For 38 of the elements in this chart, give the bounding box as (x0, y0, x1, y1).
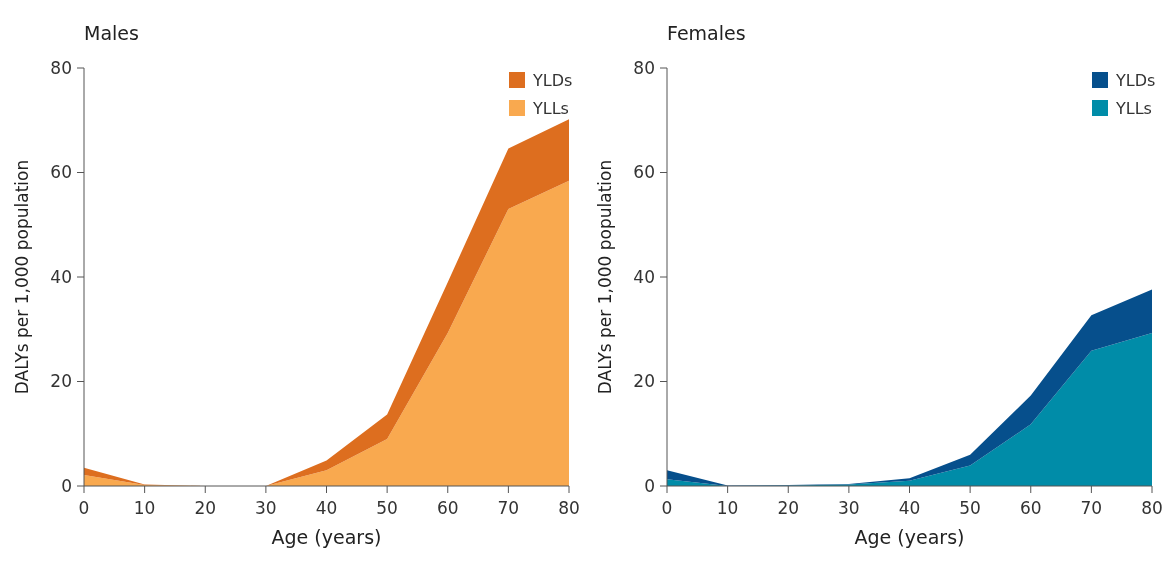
y-tick-label: 20 (633, 371, 655, 392)
x-tick-label: 0 (661, 498, 673, 518)
x-tick-label: 10 (716, 498, 739, 518)
x-tick-label: 40 (898, 498, 921, 518)
y-axis-title: DALYs per 1,000 population (12, 159, 32, 395)
x-tick-label: 20 (777, 498, 800, 518)
y-tick-label: 40 (50, 266, 72, 287)
x-tick-label: 20 (194, 498, 217, 518)
y-tick-label: 80 (50, 57, 72, 78)
y-tick-label: 40 (633, 266, 655, 287)
x-tick-label: 70 (1080, 498, 1103, 518)
x-tick-label: 50 (959, 498, 981, 518)
y-tick-label: 60 (50, 162, 72, 183)
x-tick-label: 30 (838, 498, 860, 518)
x-tick-label: 10 (133, 498, 156, 518)
x-tick-label: 40 (315, 498, 338, 518)
x-tick-label: 70 (497, 498, 520, 518)
x-axis-title: Age (years) (271, 526, 382, 548)
x-tick-label: 50 (376, 498, 398, 518)
y-axis-title: DALYs per 1,000 population (595, 159, 615, 395)
x-tick-label: 0 (78, 498, 90, 518)
x-axis-title: Age (years) (854, 526, 965, 548)
y-tick-label: 20 (50, 371, 72, 392)
legend-label: YLDs (1115, 70, 1156, 90)
legend-label: YLDs (532, 70, 573, 90)
x-tick-label: 60 (1019, 498, 1042, 518)
chart-title: Males (84, 22, 139, 44)
y-tick-label: 60 (633, 162, 655, 183)
y-tick-label: 0 (644, 475, 655, 496)
x-tick-label: 30 (255, 498, 277, 518)
legend-label: YLLs (532, 98, 569, 118)
chart-title: Females (667, 22, 746, 44)
legend-label: YLLs (1115, 98, 1152, 118)
x-tick-label: 80 (558, 498, 580, 518)
x-tick-label: 60 (436, 498, 459, 518)
y-tick-label: 0 (61, 475, 72, 496)
x-tick-label: 80 (1141, 498, 1163, 518)
y-tick-label: 80 (633, 57, 655, 78)
